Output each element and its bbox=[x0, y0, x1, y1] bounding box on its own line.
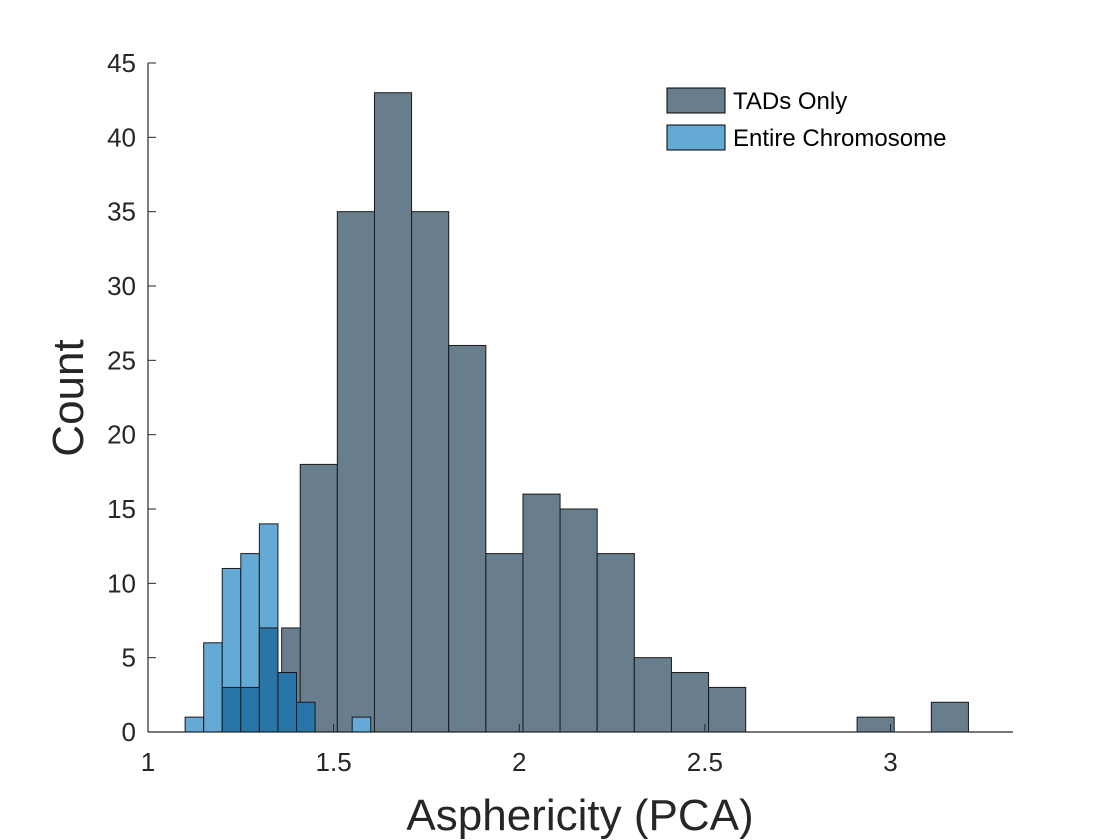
y-tick-label: 20 bbox=[107, 420, 136, 450]
tads-only-bar bbox=[299, 463, 338, 733]
overlap-bar bbox=[277, 672, 297, 733]
tads-only-bar bbox=[522, 493, 561, 733]
x-tick-label: 1 bbox=[141, 747, 155, 777]
legend: TADs Only Entire Chromosome bbox=[666, 87, 946, 152]
x-tick-label: 1.5 bbox=[316, 747, 352, 777]
tads-only-bar bbox=[856, 716, 895, 733]
tads-only-bar bbox=[559, 508, 598, 733]
y-tick-label: 30 bbox=[107, 271, 136, 301]
y-tick-label: 35 bbox=[107, 197, 136, 227]
entire-chromosome-bar bbox=[203, 642, 223, 733]
legend-swatch-entire-chromosome bbox=[666, 124, 726, 151]
x-ticks: 1 1.5 2 2.5 3 bbox=[141, 724, 898, 777]
tads-only-bar bbox=[336, 211, 375, 733]
tads-only-bar bbox=[373, 92, 413, 733]
tads-only-bar bbox=[670, 672, 710, 733]
tads-only-bar bbox=[708, 686, 747, 733]
tads-only-bar bbox=[633, 657, 672, 733]
x-axis-label: Asphericity (PCA) bbox=[406, 791, 753, 840]
legend-label-tads-only: TADs Only bbox=[733, 88, 847, 115]
y-tick-label: 45 bbox=[107, 48, 136, 78]
tads-only-bars bbox=[262, 92, 969, 733]
y-ticks: 0 5 10 15 20 25 30 35 40 45 bbox=[107, 48, 156, 747]
tads-only-bar bbox=[930, 701, 969, 733]
legend-label-entire-chromosome: Entire Chromosome bbox=[733, 125, 946, 152]
y-axis-label: Count bbox=[44, 339, 93, 456]
x-tick-label: 2 bbox=[512, 747, 526, 777]
legend-swatch-tads-only bbox=[666, 87, 726, 114]
y-tick-label: 15 bbox=[107, 494, 136, 524]
y-tick-label: 25 bbox=[107, 345, 136, 375]
tads-only-bar bbox=[448, 344, 487, 733]
x-tick-label: 3 bbox=[883, 747, 897, 777]
x-tick-label: 2.5 bbox=[687, 747, 723, 777]
y-tick-label: 5 bbox=[122, 643, 136, 673]
tads-only-bar bbox=[411, 211, 450, 733]
tads-only-bar bbox=[485, 553, 524, 733]
overlap-bar bbox=[295, 701, 316, 733]
entire-chromosome-bar bbox=[351, 716, 372, 733]
overlap-bar bbox=[221, 686, 242, 733]
y-tick-label: 0 bbox=[122, 717, 136, 747]
overlap-bars bbox=[221, 627, 316, 733]
tads-only-bar bbox=[596, 553, 635, 733]
axes bbox=[147, 63, 1013, 733]
y-tick-label: 10 bbox=[107, 568, 136, 598]
overlap-bar bbox=[258, 627, 279, 733]
y-tick-label: 40 bbox=[107, 122, 136, 152]
entire-chromosome-bar bbox=[184, 716, 205, 733]
overlap-bar bbox=[240, 686, 260, 733]
